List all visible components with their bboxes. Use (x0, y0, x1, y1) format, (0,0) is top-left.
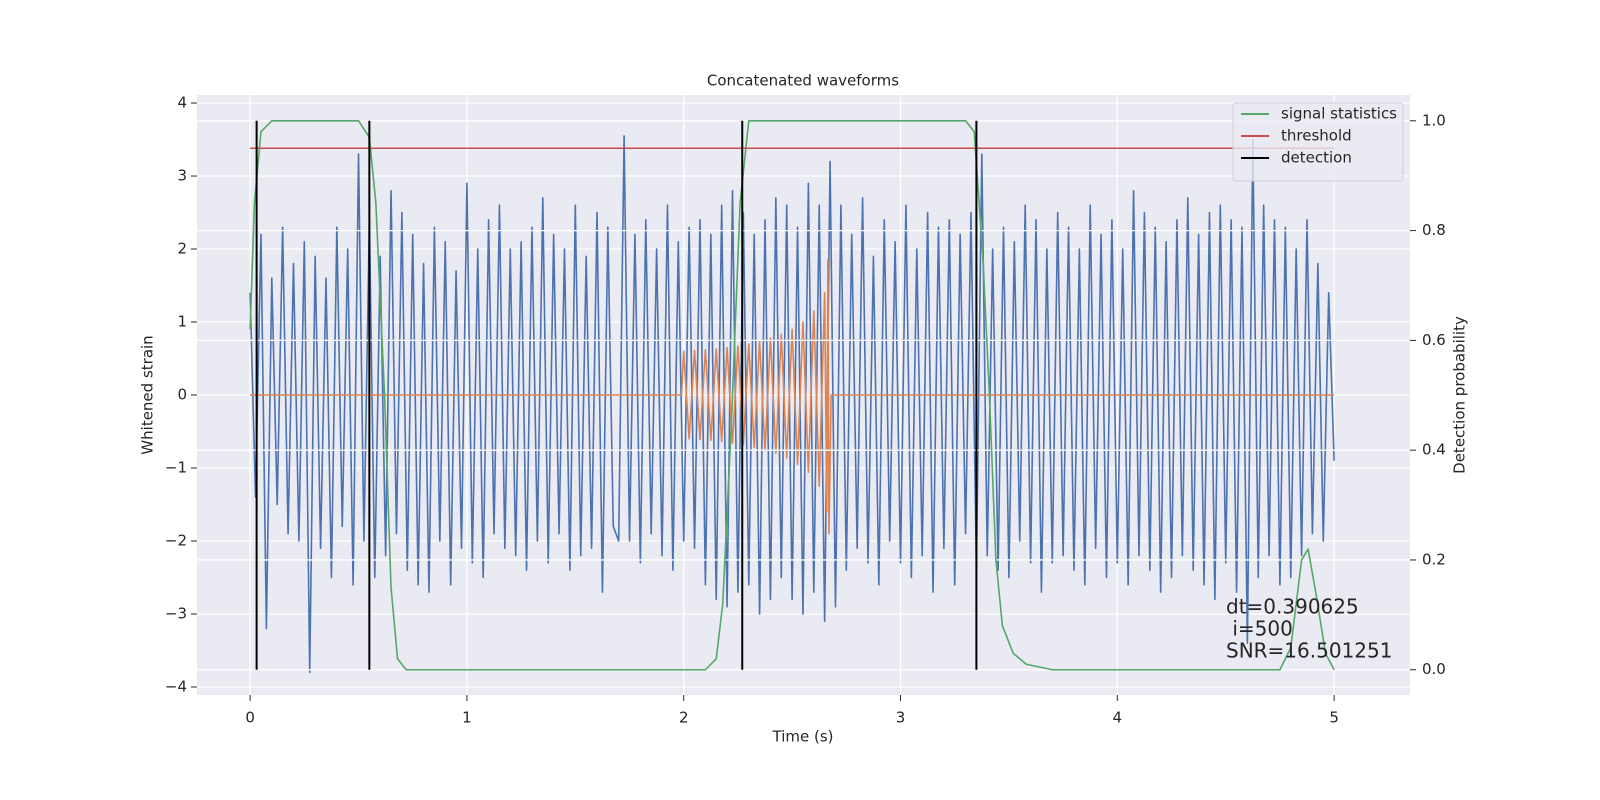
x-tick-label: 1 (462, 709, 472, 727)
x-tick-label: 3 (896, 709, 906, 727)
x-axis-label: Time (s) (772, 728, 834, 746)
x-tick-label: 5 (1329, 709, 1339, 727)
y-tick-label: 1 (177, 313, 187, 331)
legend-label: signal statistics (1281, 105, 1397, 123)
x-tick-label: 0 (245, 709, 255, 727)
x-tick-label: 2 (679, 709, 689, 727)
series-line (250, 259, 1335, 535)
y-tick-label: −3 (165, 604, 187, 622)
annotation: i=500 (1226, 617, 1293, 641)
y2-tick-label: 0.6 (1422, 331, 1446, 349)
y-tick-label: 0 (177, 386, 187, 404)
y2-tick-label: 0.0 (1422, 660, 1446, 678)
annotation: SNR=16.501251 (1226, 639, 1392, 663)
y-tick-label: −2 (165, 531, 187, 549)
y-tick-label: 4 (177, 94, 187, 112)
y2-tick-label: 0.4 (1422, 441, 1446, 459)
y2-tick-label: 1.0 (1422, 111, 1446, 129)
legend-box (1232, 102, 1404, 182)
series-line (249, 135, 1335, 674)
y-tick-label: −4 (165, 677, 187, 695)
y-tick-label: 3 (177, 167, 187, 185)
legend-label: detection (1281, 149, 1352, 167)
series-line (249, 120, 1335, 671)
y-tick-label: −1 (165, 458, 187, 476)
y2-tick-label: 0.2 (1422, 550, 1446, 568)
y2-axis-label: Detection probability (1451, 316, 1469, 474)
x-tick-label: 4 (1113, 709, 1123, 727)
y2-tick-label: 0.8 (1422, 221, 1446, 239)
chart-title: Concatenated waveforms (707, 72, 899, 90)
annotation: dt=0.390625 (1226, 595, 1359, 619)
legend-label: threshold (1281, 127, 1352, 145)
y-axis-label: Whitened strain (139, 335, 157, 454)
y-tick-label: 2 (177, 240, 187, 258)
